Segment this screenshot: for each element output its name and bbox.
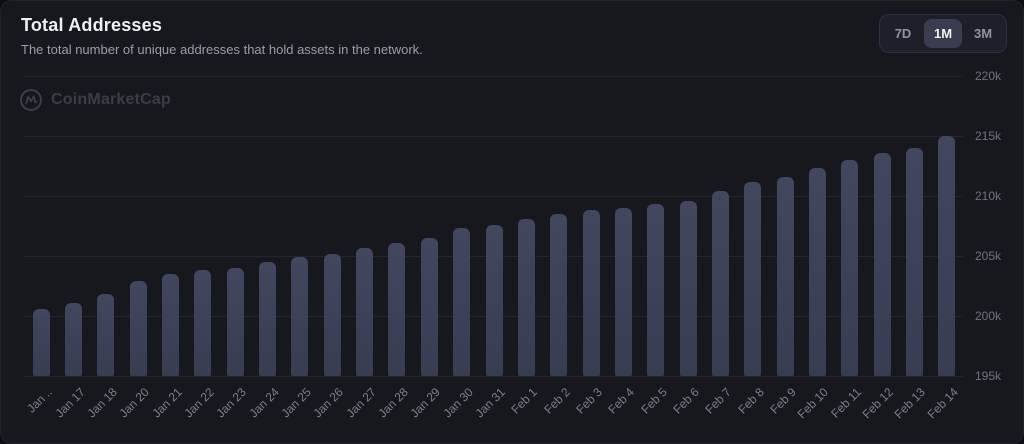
x-axis-tick-label: Feb 11 <box>827 385 864 421</box>
x-axis-tick-label: Feb 3 <box>573 385 605 417</box>
bar-feb-13[interactable] <box>905 148 923 376</box>
bar-feb-2[interactable] <box>550 214 568 376</box>
bar-feb-6[interactable] <box>679 200 697 376</box>
bar-jan-..[interactable] <box>32 308 50 376</box>
x-axis-tick-label: Feb 6 <box>670 385 702 417</box>
gridline-210k <box>25 196 963 197</box>
bar-feb-7[interactable] <box>711 191 729 376</box>
bar-feb-1[interactable] <box>517 218 535 376</box>
x-axis-tick-label: Jan 31 <box>472 385 508 421</box>
x-axis-tick-label: Jan 23 <box>213 385 250 421</box>
x-axis-tick-label: Feb 7 <box>702 385 735 417</box>
coinmarketcap-watermark: CoinMarketCap <box>19 88 171 112</box>
x-axis-tick-label: Jan 18 <box>84 385 120 421</box>
bar-feb-12[interactable] <box>873 152 891 376</box>
bar-jan-22[interactable] <box>194 270 212 376</box>
y-axis-tick-label: 210k <box>975 189 1002 203</box>
x-axis-tick-label: Jan 25 <box>278 385 314 421</box>
bar-feb-5[interactable] <box>647 204 665 376</box>
page-title: Total Addresses <box>21 15 163 35</box>
gridline-215k <box>25 136 963 137</box>
x-axis-tick-label: Jan 22 <box>181 385 217 421</box>
x-axis-tick-label: Jan 26 <box>310 385 347 421</box>
chart-header: Total Addresses The total number of uniq… <box>1 1 1023 65</box>
x-axis-tick-label: Jan 17 <box>52 385 88 421</box>
range-button-7d[interactable]: 7D <box>884 19 922 48</box>
x-axis-tick-label: Jan 21 <box>149 385 185 421</box>
bar-feb-11[interactable] <box>841 160 859 376</box>
x-axis-tick-label: Feb 8 <box>735 385 767 417</box>
gridline-195k <box>25 376 963 377</box>
bar-feb-9[interactable] <box>776 176 794 376</box>
y-axis-tick-label: 200k <box>975 309 1002 323</box>
bar-jan-26[interactable] <box>323 253 341 376</box>
range-button-3m[interactable]: 3M <box>964 19 1002 48</box>
x-axis-tick-label: Jan 24 <box>246 385 282 421</box>
x-axis-tick-label: Feb 10 <box>795 385 832 422</box>
bar-jan-18[interactable] <box>97 294 115 376</box>
x-axis-tick-label: Feb 2 <box>540 385 573 417</box>
x-axis-tick-label: Feb 1 <box>508 385 541 417</box>
x-axis-tick-label: Feb 12 <box>859 385 897 422</box>
y-axis-tick-label: 215k <box>975 129 1002 143</box>
bar-feb-8[interactable] <box>744 181 762 376</box>
y-axis-tick-label: 205k <box>975 249 1002 263</box>
x-axis-tick-label: Jan .. <box>24 385 56 416</box>
bar-feb-4[interactable] <box>614 208 632 376</box>
x-axis-tick-label: Jan 27 <box>343 385 379 421</box>
x-axis-tick-label: Feb 4 <box>605 385 638 417</box>
x-axis-tick-label: Jan 30 <box>440 385 476 421</box>
bar-chart-plot-area: 220k 215k 210k 205k 200k 195k Jan .. Jan 17 Jan … <box>24 69 1001 421</box>
bar-jan-27[interactable] <box>356 247 374 376</box>
page-subtitle: The total number of unique addresses tha… <box>21 42 423 57</box>
y-axis-tick-label: 195k <box>975 369 1002 383</box>
range-button-1m[interactable]: 1M <box>924 19 962 48</box>
watermark-label: CoinMarketCap <box>51 91 171 108</box>
gridline-220k <box>25 76 963 77</box>
bar-feb-3[interactable] <box>582 210 600 376</box>
coinmarketcap-logo-icon <box>20 89 42 111</box>
y-axis-tick-label: 220k <box>975 69 1002 83</box>
range-selector: 7D 1M 3M <box>879 14 1007 53</box>
x-axis-tick-label: Jan 29 <box>407 385 444 421</box>
bar-jan-28[interactable] <box>388 242 406 376</box>
bar-jan-21[interactable] <box>162 274 180 376</box>
bar-jan-30[interactable] <box>453 228 471 376</box>
bar-jan-20[interactable] <box>129 281 147 376</box>
x-axis-tick-label: Feb 14 <box>924 385 961 422</box>
bar-jan-24[interactable] <box>259 262 277 376</box>
bar-jan-25[interactable] <box>291 257 309 376</box>
bar-jan-29[interactable] <box>420 238 438 376</box>
x-axis-tick-label: Feb 13 <box>892 385 929 422</box>
bar-feb-10[interactable] <box>808 168 826 376</box>
bar-jan-17[interactable] <box>65 302 83 376</box>
x-axis-tick-label: Feb 5 <box>638 385 670 417</box>
bar-jan-23[interactable] <box>226 268 244 376</box>
bar-feb-14[interactable] <box>938 136 956 376</box>
x-axis-tick-label: Jan 20 <box>116 385 153 421</box>
x-axis-tick-label: Jan 28 <box>375 385 411 421</box>
bar-jan-31[interactable] <box>485 224 503 376</box>
